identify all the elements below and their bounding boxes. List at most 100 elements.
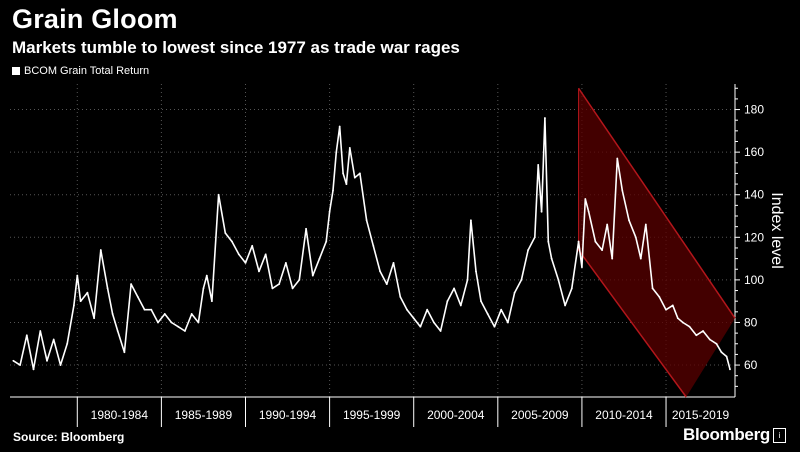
data-point: [470, 219, 472, 222]
x-category-label: 1980-1984: [91, 408, 149, 422]
data-point: [130, 283, 133, 286]
data-point: [177, 325, 180, 328]
x-category-label: 2000-2004: [427, 408, 485, 422]
data-point: [392, 261, 395, 264]
data-point: [328, 210, 331, 213]
data-point: [688, 325, 691, 328]
data-point: [210, 300, 213, 303]
data-point: [533, 236, 536, 239]
y-axis-title: Index level: [768, 192, 785, 269]
x-category-label: 1995-1999: [343, 408, 401, 422]
data-point: [439, 330, 442, 332]
data-point: [184, 330, 186, 332]
data-point: [537, 164, 540, 166]
data-point: [550, 257, 553, 260]
y-tick-label: 80: [744, 315, 758, 329]
data-point: [715, 342, 718, 345]
data-point: [611, 257, 614, 260]
data-point: [59, 364, 62, 366]
data-point: [594, 240, 597, 243]
data-point: [651, 287, 654, 290]
y-tick-label: 180: [744, 103, 764, 117]
y-tick-label: 140: [744, 188, 764, 202]
data-point: [577, 240, 580, 243]
data-point: [634, 236, 637, 239]
data-point: [264, 253, 267, 256]
x-category-label: 2015-2019: [672, 408, 730, 422]
x-category-label: 2005-2009: [511, 408, 569, 422]
data-point: [584, 198, 587, 200]
series-line: [12, 117, 731, 371]
chart-title: Grain Gloom: [12, 4, 178, 34]
data-point: [644, 223, 647, 226]
data-point: [205, 274, 208, 277]
data-point: [345, 183, 348, 185]
data-point: [412, 317, 415, 320]
data-point: [305, 227, 307, 230]
data-point: [446, 300, 449, 303]
data-point: [695, 334, 698, 337]
data-point: [725, 355, 728, 358]
x-category-label: 1985-1989: [175, 408, 233, 422]
data-point: [217, 193, 220, 196]
data-point: [116, 330, 119, 332]
data-point: [406, 308, 408, 311]
data-point: [25, 334, 28, 337]
data-point: [581, 266, 583, 269]
data-point: [170, 321, 173, 324]
data-point: [52, 338, 55, 341]
data-point: [665, 308, 667, 311]
data-point: [99, 249, 102, 251]
data-point: [338, 125, 341, 128]
data-point: [325, 240, 328, 243]
data-point: [639, 257, 642, 260]
data-point: [136, 296, 139, 298]
data-point: [372, 244, 375, 247]
legend-swatch: [12, 67, 20, 75]
data-point: [507, 321, 509, 324]
legend-label: BCOM Grain Total Return: [24, 65, 150, 77]
data-point: [311, 274, 314, 277]
data-point: [79, 300, 82, 303]
source-note: Source: Bloomberg: [13, 430, 125, 444]
data-point: [493, 325, 496, 328]
data-point: [123, 351, 126, 354]
data-point: [385, 283, 388, 286]
data-point: [197, 321, 200, 324]
data-point: [111, 313, 114, 315]
data-point: [66, 342, 69, 345]
data-point: [332, 189, 334, 192]
data-point: [453, 287, 455, 290]
y-tick-label: 100: [744, 273, 764, 287]
data-point: [621, 189, 624, 192]
data-point: [708, 338, 711, 341]
channel-upper-line: [577, 87, 736, 319]
data-point: [76, 274, 79, 277]
data-point: [616, 157, 619, 160]
x-category-label: 1990-1994: [259, 408, 317, 422]
data-point: [32, 368, 35, 371]
data-point: [547, 240, 550, 243]
legend: BCOM Grain Total Return: [12, 65, 149, 77]
data-point: [93, 317, 96, 320]
y-tick-label: 120: [744, 230, 764, 244]
data-point: [284, 261, 287, 264]
data-point: [500, 308, 503, 311]
data-point: [258, 270, 260, 273]
data-point: [379, 270, 381, 273]
data-point: [399, 296, 402, 298]
data-point: [46, 359, 48, 362]
data-point: [486, 313, 489, 315]
data-point: [564, 304, 567, 307]
data-point: [544, 117, 546, 119]
data-point: [480, 300, 482, 303]
data-point: [720, 351, 723, 354]
data-point: [86, 291, 89, 294]
data-point: [527, 249, 529, 251]
data-point: [190, 313, 193, 315]
data-point: [143, 308, 146, 311]
data-point: [231, 240, 233, 243]
data-point: [335, 151, 338, 154]
y-tick-label: 60: [744, 358, 758, 372]
data-point: [365, 219, 368, 222]
